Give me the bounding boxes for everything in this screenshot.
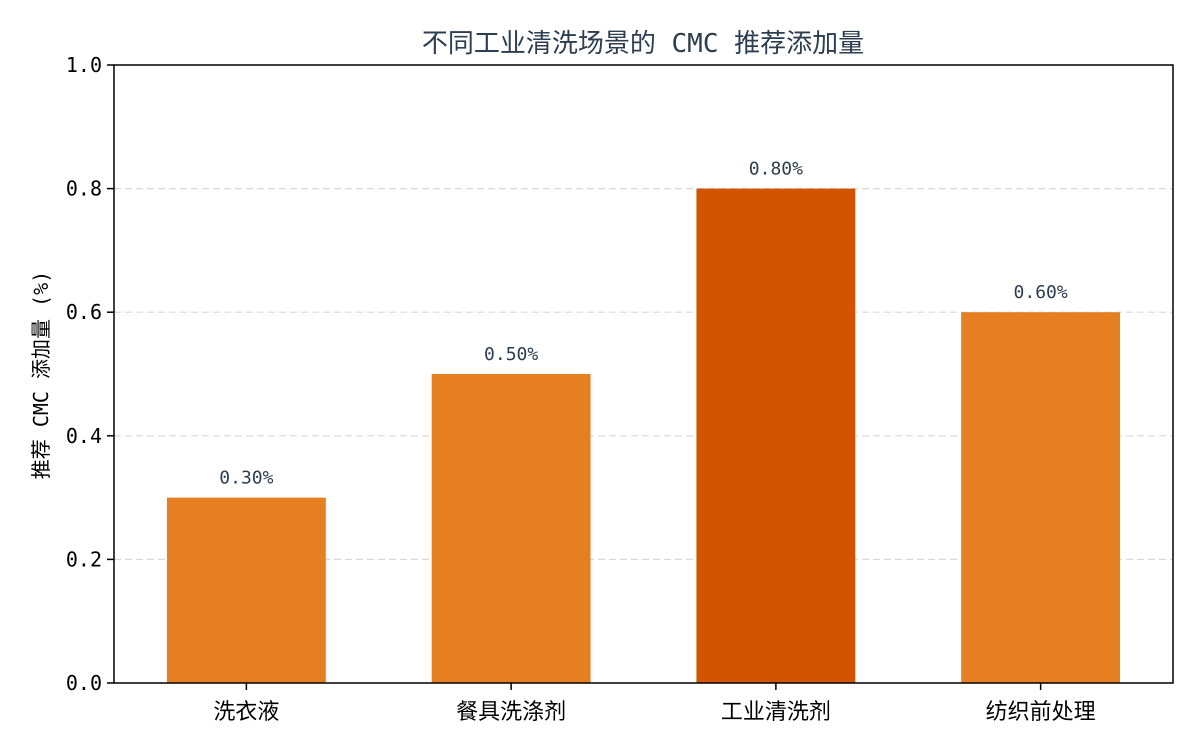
- y-tick-label: 1.0: [66, 53, 102, 77]
- chart-title: 不同工业清洗场景的 CMC 推荐添加量: [422, 29, 864, 59]
- x-tick-label: 工业清洗剂: [721, 700, 831, 725]
- data-label: 0.30%: [219, 468, 273, 489]
- data-label: 0.60%: [1014, 282, 1068, 303]
- y-tick-label: 0.0: [66, 671, 102, 695]
- y-axis-label: 推荐 CMC 添加量 (%): [29, 271, 53, 479]
- axes: 0.0 0.2 0.4 0.6 0.8 1.0 洗衣液 餐具洗涤剂 工业清洗剂 纺织前处理: [66, 53, 1174, 725]
- data-labels: 0.30% 0.50% 0.80% 0.60%: [219, 159, 1068, 489]
- plot-frame: [113, 64, 1174, 684]
- data-label: 0.80%: [749, 159, 803, 180]
- x-tick-label: 餐具洗涤剂: [456, 700, 566, 725]
- y-tick-label: 0.4: [66, 424, 102, 448]
- x-tick-label: 洗衣液: [213, 700, 279, 725]
- bar-2: [431, 374, 591, 683]
- data-label: 0.50%: [484, 344, 538, 365]
- bars: [166, 188, 1121, 683]
- bar-3: [696, 188, 856, 683]
- bar-4: [961, 312, 1121, 683]
- x-tick-label: 纺织前处理: [986, 700, 1096, 725]
- y-tick-label: 0.8: [66, 177, 102, 201]
- y-tick-label: 0.2: [66, 547, 102, 571]
- y-tick-label: 0.6: [66, 300, 102, 324]
- bar-1: [166, 497, 326, 683]
